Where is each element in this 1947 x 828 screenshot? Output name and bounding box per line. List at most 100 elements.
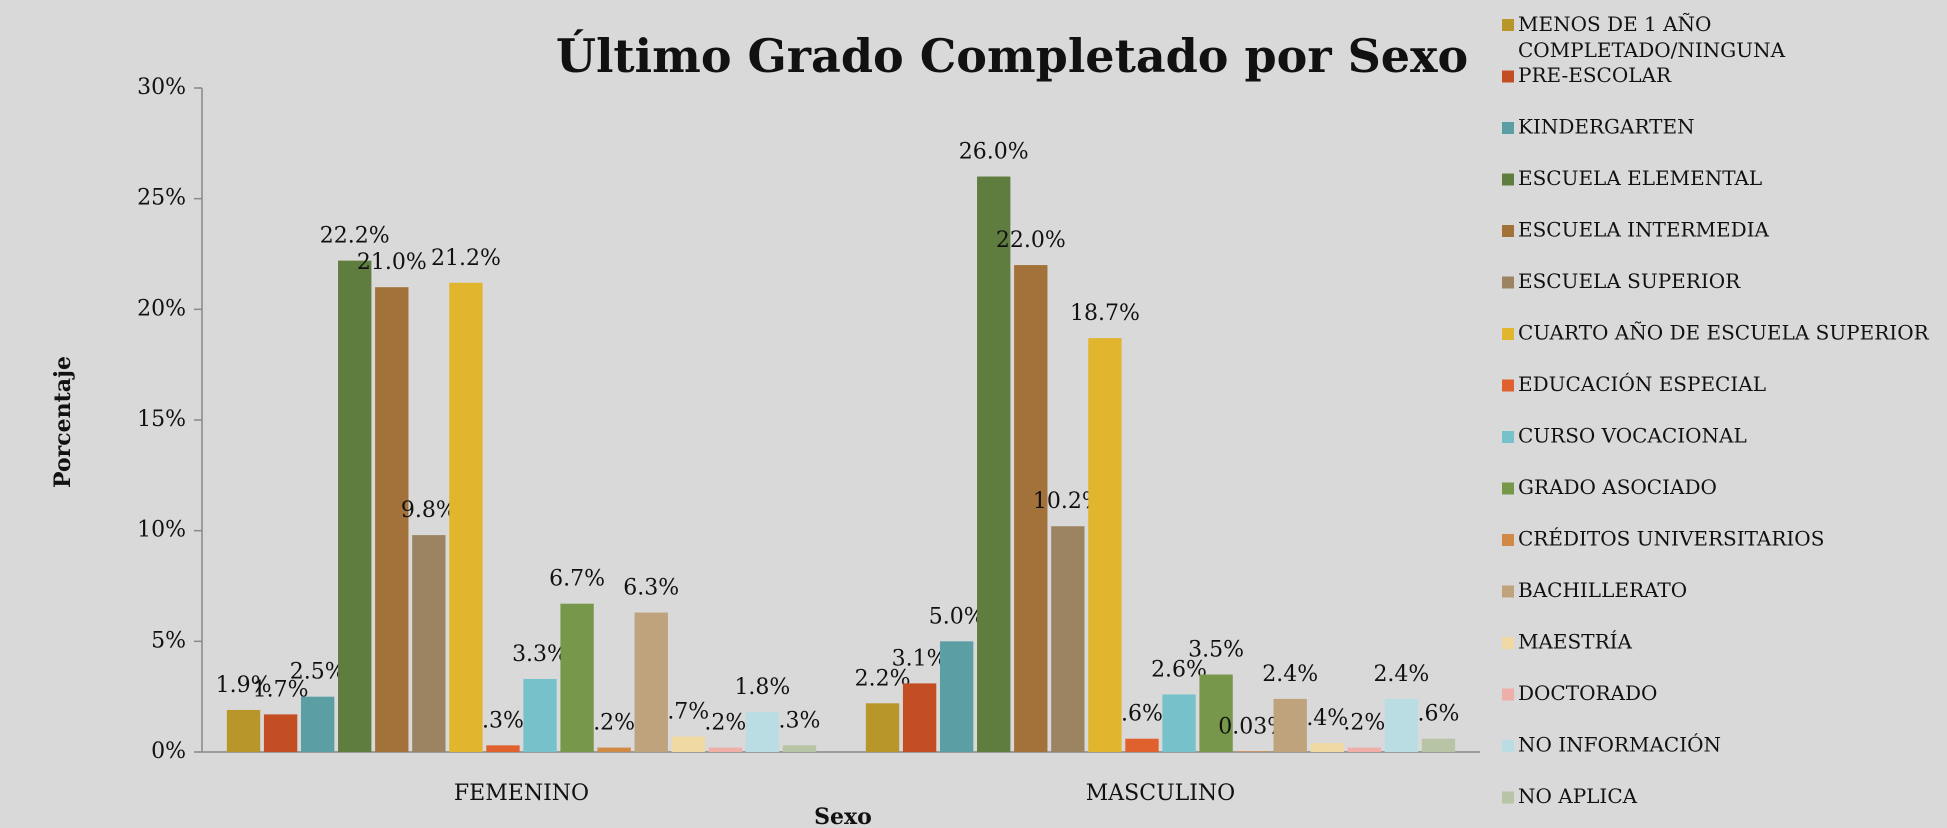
y-tick-label: 20% xyxy=(137,296,186,321)
y-tick-label: 0% xyxy=(151,739,186,764)
bar xyxy=(412,535,446,752)
bar xyxy=(597,747,631,752)
bar xyxy=(449,282,483,752)
bar xyxy=(1421,738,1456,752)
data-label: .7% xyxy=(667,700,709,725)
legend-swatch xyxy=(1502,225,1514,237)
legend-swatch xyxy=(1502,70,1514,83)
data-label: 22.0% xyxy=(996,228,1066,253)
data-label: 6.7% xyxy=(549,567,605,592)
bar xyxy=(338,260,372,752)
data-label: 9.8% xyxy=(401,498,457,523)
legend-label: GRADO ASOCIADO xyxy=(1518,475,1717,499)
bar xyxy=(865,703,900,752)
bar xyxy=(1162,694,1196,752)
bar xyxy=(263,714,298,752)
bar xyxy=(375,287,409,752)
bar xyxy=(634,612,668,752)
legend-label-line: COMPLETADO/NINGUNA xyxy=(1518,38,1786,62)
data-label: 2.2% xyxy=(855,666,911,691)
data-label: 2.6% xyxy=(1151,657,1207,682)
bar xyxy=(1051,526,1085,752)
legend-label: DOCTORADO xyxy=(1518,681,1657,705)
legend-swatch xyxy=(1502,688,1514,701)
data-label: .3% xyxy=(779,708,821,733)
y-tick-label: 5% xyxy=(151,628,186,653)
data-label: .2% xyxy=(593,711,635,736)
legend-swatch xyxy=(1502,276,1514,289)
x-axis-title: Sexo xyxy=(814,804,872,828)
data-label: .6% xyxy=(1121,702,1163,727)
bar xyxy=(1310,743,1344,752)
legend-swatch xyxy=(1502,122,1514,134)
legend-swatch xyxy=(1502,379,1514,392)
data-label: 21.0% xyxy=(357,250,427,275)
legend-label: MENOS DE 1 AÑO COMPLETADO/NINGUNA xyxy=(1518,12,1786,62)
data-label: .2% xyxy=(1343,711,1385,736)
data-label: 1.7% xyxy=(253,677,309,702)
legend-swatch xyxy=(1502,431,1514,443)
data-label: 5.0% xyxy=(929,604,985,629)
bar xyxy=(300,696,335,752)
bar xyxy=(1125,738,1159,752)
bar xyxy=(671,736,705,752)
legend-label: EDUCACIÓN ESPECIAL xyxy=(1518,371,1766,396)
bar xyxy=(939,641,974,752)
legend-label: ESCUELA ELEMENTAL xyxy=(1518,166,1762,190)
data-label: 26.0% xyxy=(959,140,1029,165)
bar xyxy=(1088,338,1122,752)
bar xyxy=(1384,698,1419,752)
bar xyxy=(523,678,557,752)
bar xyxy=(782,745,817,752)
data-label: 1.9% xyxy=(216,673,272,698)
bar xyxy=(902,683,937,752)
legend-swatch xyxy=(1502,534,1514,546)
data-label: 21.2% xyxy=(431,246,501,271)
bar xyxy=(1014,265,1048,752)
legend-swatch xyxy=(1502,328,1514,340)
legend-label-line: MENOS DE 1 AÑO xyxy=(1518,12,1711,36)
legend-label: BACHILLERATO xyxy=(1518,578,1687,602)
legend-swatch xyxy=(1502,482,1514,495)
legend-swatch xyxy=(1502,637,1514,649)
legend-label: ESCUELA INTERMEDIA xyxy=(1518,218,1770,242)
data-label: 6.3% xyxy=(623,576,679,601)
legend-swatch xyxy=(1502,19,1514,31)
legend-swatch xyxy=(1502,173,1514,186)
bar xyxy=(745,712,780,752)
data-label: 18.7% xyxy=(1070,301,1140,326)
x-tick-label: FEMENINO xyxy=(454,781,589,806)
data-label: .4% xyxy=(1306,706,1348,731)
chart-title: Último Grado Completado por Sexo xyxy=(556,28,1468,83)
legend-swatch xyxy=(1502,740,1514,752)
data-label: 1.8% xyxy=(734,675,790,700)
y-axis-title: Porcentaje xyxy=(50,356,76,488)
legend-label: CURSO VOCACIONAL xyxy=(1518,424,1747,448)
x-tick-label: MASCULINO xyxy=(1086,781,1235,806)
y-tick-label: 25% xyxy=(137,186,186,211)
bar xyxy=(1347,747,1382,752)
bar xyxy=(708,747,743,752)
bar xyxy=(977,176,1011,753)
bar xyxy=(1199,674,1233,752)
legend-label: CUARTO AÑO DE ESCUELA SUPERIOR xyxy=(1518,321,1930,345)
legend-label: KINDERGARTEN xyxy=(1518,115,1695,139)
y-tick-label: 15% xyxy=(137,407,186,432)
legend-label: CRÉDITOS UNIVERSITARIOS xyxy=(1518,527,1824,551)
data-label: 2.5% xyxy=(290,660,346,685)
legend-swatch xyxy=(1502,585,1514,598)
data-label: .6% xyxy=(1418,702,1460,727)
data-label: 3.1% xyxy=(892,646,948,671)
data-label: .3% xyxy=(482,708,524,733)
bar xyxy=(1236,751,1270,752)
y-tick-label: 30% xyxy=(137,75,186,100)
data-label: .2% xyxy=(704,711,746,736)
data-label: 22.2% xyxy=(320,224,390,249)
bar xyxy=(560,603,594,752)
legend-label: PRE-ESCOLAR xyxy=(1518,63,1672,87)
data-label: 3.3% xyxy=(512,642,568,667)
bar xyxy=(226,709,261,752)
data-label: 2.4% xyxy=(1262,662,1318,687)
